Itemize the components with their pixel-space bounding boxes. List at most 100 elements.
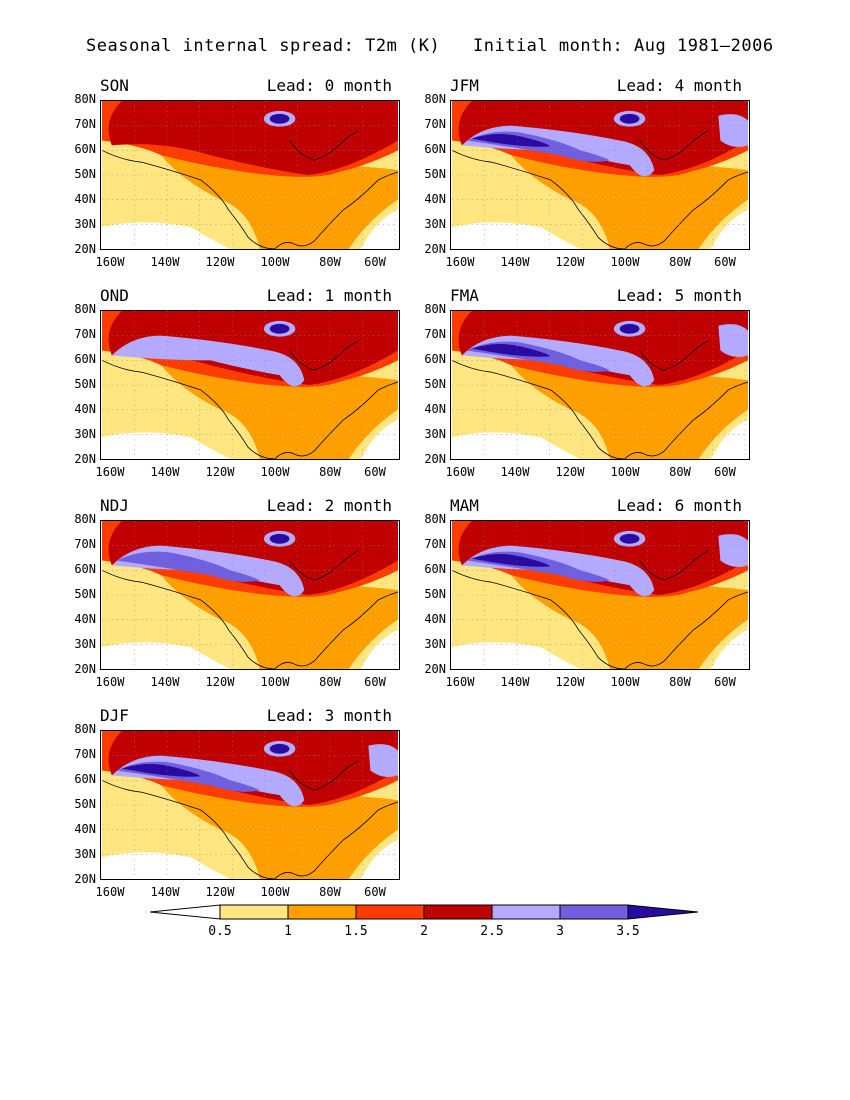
lon-tick-label: 100W	[260, 885, 290, 899]
lat-tick-label: 40N	[74, 822, 96, 836]
lon-tick-label: 60W	[714, 465, 736, 479]
lat-tick-label: 20N	[424, 452, 446, 466]
lon-tick-label: 100W	[260, 675, 290, 689]
map-panel-djf: DJF Lead: 3 month 80N 70N 60N 50N 40N 30N 20N 160…	[74, 706, 450, 930]
map-panel-ndj: NDJ Lead: 2 month 80N 70N 60N 50N 40N 30N 20N 160…	[74, 496, 450, 720]
colorbar-segment	[287, 904, 357, 920]
lat-tick-label: 30N	[74, 637, 96, 651]
lat-tick-label: 40N	[424, 612, 446, 626]
colorbar-tick-label: 1.5	[344, 924, 368, 939]
season-label: OND	[100, 286, 129, 305]
lat-tick-label: 20N	[74, 242, 96, 256]
colorbar-segment	[491, 904, 561, 920]
lon-tick-label: 100W	[610, 675, 640, 689]
lon-tick-label: 120W	[205, 675, 235, 689]
lead-label: Lead: 4 month	[616, 76, 742, 95]
colorbar-segment	[355, 904, 425, 920]
lon-tick-label: 60W	[364, 255, 386, 269]
lat-tick-label: 20N	[424, 662, 446, 676]
lon-tick-label: 120W	[205, 885, 235, 899]
lat-tick-label: 50N	[74, 587, 96, 601]
lat-tick-label: 40N	[74, 612, 96, 626]
lon-tick-label: 140W	[150, 465, 180, 479]
colorbar-tick-label: 3	[556, 924, 564, 939]
lat-tick-label: 80N	[74, 512, 96, 526]
lat-tick-label: 30N	[74, 847, 96, 861]
season-label: NDJ	[100, 496, 129, 515]
map-plot	[100, 310, 400, 460]
lat-tick-label: 70N	[74, 537, 96, 551]
lat-tick-label: 20N	[424, 242, 446, 256]
season-label: JFM	[450, 76, 479, 95]
initial-month-label: Initial month: Aug 1981‒2006	[473, 36, 774, 56]
lat-tick-label: 80N	[74, 92, 96, 106]
lon-tick-label: 140W	[500, 465, 530, 479]
lat-tick-label: 70N	[424, 537, 446, 551]
lon-tick-label: 80W	[669, 675, 691, 689]
lat-tick-label: 50N	[424, 587, 446, 601]
lon-tick-label: 140W	[150, 885, 180, 899]
map-plot	[100, 730, 400, 880]
lead-label: Lead: 6 month	[616, 496, 742, 515]
lat-tick-label: 30N	[424, 217, 446, 231]
lat-tick-label: 60N	[74, 142, 96, 156]
colorbar-tick-label: 1	[284, 924, 292, 939]
lead-label: Lead: 1 month	[266, 286, 392, 305]
lon-tick-label: 140W	[150, 675, 180, 689]
lat-tick-label: 70N	[74, 747, 96, 761]
lat-tick-label: 50N	[74, 377, 96, 391]
lon-tick-label: 60W	[364, 675, 386, 689]
lon-tick-label: 120W	[205, 465, 235, 479]
lat-tick-label: 20N	[74, 452, 96, 466]
colorbar	[150, 904, 699, 920]
map-plot	[100, 520, 400, 670]
lon-tick-label: 160W	[445, 675, 475, 689]
lon-tick-label: 80W	[319, 675, 341, 689]
lon-tick-label: 160W	[445, 465, 475, 479]
season-label: FMA	[450, 286, 479, 305]
lat-tick-label: 50N	[424, 377, 446, 391]
lat-tick-label: 30N	[74, 217, 96, 231]
map-plot	[450, 310, 750, 460]
colorbar-tick-label: 2.5	[480, 924, 504, 939]
colorbar-high-arrow	[627, 904, 699, 920]
season-label: DJF	[100, 706, 129, 725]
lat-tick-label: 50N	[74, 797, 96, 811]
lead-label: Lead: 3 month	[266, 706, 392, 725]
lon-tick-label: 120W	[555, 255, 585, 269]
map-panel-ond: OND Lead: 1 month 80N 70N 60N 50N 40N 30N 20N 160…	[74, 286, 450, 510]
lat-tick-label: 20N	[74, 872, 96, 886]
lat-tick-label: 80N	[424, 302, 446, 316]
lon-tick-label: 140W	[500, 255, 530, 269]
lon-tick-label: 160W	[95, 465, 125, 479]
map-plot	[450, 520, 750, 670]
map-panel-fma: FMA Lead: 5 month 80N 70N 60N 50N 40N 30N 20N 160…	[424, 286, 800, 510]
colorbar-tick-label: 3.5	[616, 924, 640, 939]
colorbar-tick-label: 2	[420, 924, 428, 939]
lat-tick-label: 30N	[424, 427, 446, 441]
lat-tick-label: 40N	[424, 192, 446, 206]
lat-tick-label: 60N	[424, 562, 446, 576]
season-label: SON	[100, 76, 129, 95]
lon-tick-label: 120W	[555, 465, 585, 479]
lat-tick-label: 40N	[424, 402, 446, 416]
lat-tick-label: 50N	[74, 167, 96, 181]
lat-tick-label: 20N	[74, 662, 96, 676]
lat-tick-label: 80N	[424, 92, 446, 106]
map-plot	[450, 100, 750, 250]
map-plot	[100, 100, 400, 250]
lat-tick-label: 60N	[74, 562, 96, 576]
lon-tick-label: 60W	[364, 885, 386, 899]
map-panel-jfm: JFM Lead: 4 month 80N 70N 60N 50N 40N 30N 20N 160…	[424, 76, 800, 300]
lat-tick-label: 60N	[74, 352, 96, 366]
colorbar-tick-label: 0.5	[208, 924, 232, 939]
lon-tick-label: 160W	[95, 885, 125, 899]
lat-tick-label: 70N	[424, 327, 446, 341]
lat-tick-label: 30N	[424, 637, 446, 651]
lon-tick-label: 100W	[260, 465, 290, 479]
plot-title: Seasonal internal spread: T2m (K)	[86, 36, 441, 56]
lon-tick-label: 80W	[319, 465, 341, 479]
lon-tick-label: 160W	[95, 255, 125, 269]
lat-tick-label: 80N	[74, 302, 96, 316]
lat-tick-label: 80N	[424, 512, 446, 526]
